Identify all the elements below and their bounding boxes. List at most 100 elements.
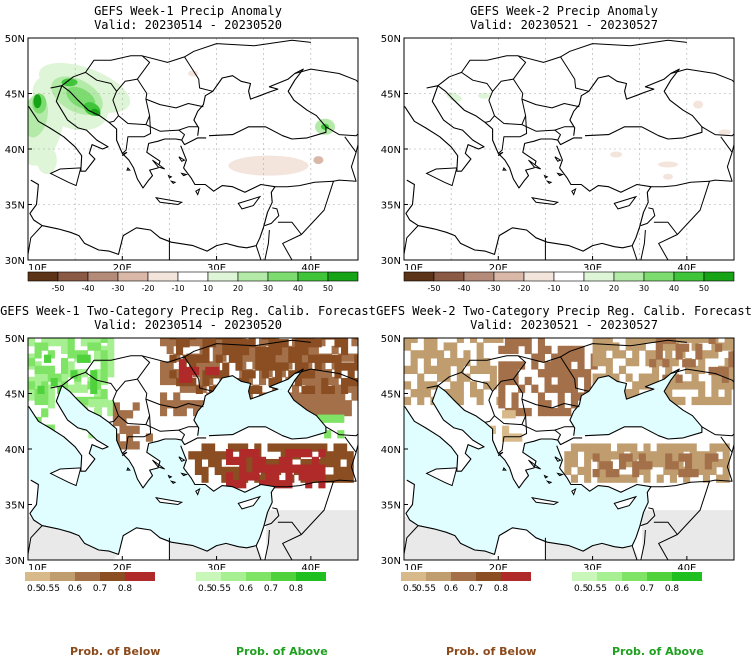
legend-label: 30: [263, 284, 273, 293]
legend-probability: 0.50.55 0.6 0.7 0.8 0.50.55 0.6 0.7 0.8: [401, 572, 702, 594]
legend-label: 10: [579, 284, 589, 293]
panel-week1-two-category: GEFS Week-1 Two-Category Precip Reg. Cal…: [0, 300, 376, 600]
lat-tick-label: 30N: [5, 256, 25, 267]
legend-label: 0.55: [211, 584, 231, 594]
legend-label: -30: [111, 284, 124, 293]
legend-label: 50: [323, 284, 333, 293]
lon-tick-label: 30E: [583, 563, 602, 570]
legend-probability: 0.50.55 0.6 0.7 0.8 0.50.55 0.6 0.7 0.8: [25, 572, 326, 594]
lon-tick-label: 40E: [301, 563, 320, 570]
legend-label: 10: [203, 284, 213, 293]
lon-tick-label: 10E: [28, 563, 47, 570]
legend-swatch: [451, 572, 476, 581]
panel-valid-date: Valid: 20230521 - 20230527: [470, 318, 658, 332]
legend-swatch: [297, 271, 329, 282]
lat-tick-label: 35N: [381, 501, 401, 512]
legend-swatch: [493, 271, 525, 282]
legend-label: 0.7: [264, 584, 278, 594]
lat-tick-label: 30N: [381, 556, 401, 567]
legend-label: 0.8: [665, 584, 680, 594]
lat-tick-label: 40N: [5, 145, 25, 156]
legend-label: -20: [141, 284, 154, 293]
lon-tick-label: 10E: [28, 263, 47, 270]
lat-tick-label: 40N: [381, 145, 401, 156]
panel-valid-date: Valid: 20230514 - 20230520: [94, 18, 282, 32]
legend-swatch: [221, 572, 246, 581]
legend-label: 0.5: [574, 584, 588, 594]
legend-swatch: [672, 572, 697, 581]
legend-swatch: [553, 271, 585, 282]
legend-label: 40: [293, 284, 303, 293]
panel-title: GEFS Week-2 Precip Anomaly: [470, 4, 658, 18]
legend-swatch: [100, 572, 125, 581]
legend-swatch: [117, 271, 149, 282]
legend-swatch: [246, 572, 271, 581]
lat-tick-label: 45N: [381, 390, 401, 401]
legend-label: -10: [171, 284, 184, 293]
legend-swatch: [647, 572, 672, 581]
legend-label: 0.6: [68, 584, 83, 594]
lon-tick-label: 10E: [404, 263, 423, 270]
lat-tick-label: 30N: [5, 556, 25, 567]
panel-week2-two-category: GEFS Week-2 Two-Category Precip Reg. Cal…: [376, 300, 752, 600]
panel-week2-anomaly: GEFS Week-2 Precip Anomaly Valid: 202305…: [376, 0, 752, 300]
legend-label: 0.6: [239, 584, 254, 594]
lon-tick-label: 40E: [677, 263, 696, 270]
legend-swatch: [433, 271, 465, 282]
lon-tick-label: 40E: [301, 263, 320, 270]
legend-label: 0.8: [289, 584, 304, 594]
legend-label: -50: [51, 284, 64, 293]
prob-below-label: Prob. of Below: [446, 645, 537, 658]
legend-swatch: [501, 572, 526, 581]
legend-swatch: [572, 572, 597, 581]
lon-tick-label: 30E: [207, 263, 226, 270]
legend-label: -40: [457, 284, 470, 293]
lon-tick-label: 40E: [677, 563, 696, 570]
legend-swatch: [237, 271, 269, 282]
legend-swatch: [207, 271, 239, 282]
lat-tick-label: 35N: [381, 201, 401, 212]
legend-swatch: [25, 572, 50, 581]
prob-above-label: Prob. of Above: [612, 645, 704, 658]
legend-label: 0.5: [27, 584, 41, 594]
lat-tick-label: 40N: [381, 445, 401, 456]
lat-tick-label: 35N: [5, 501, 25, 512]
panel-week1-anomaly: GEFS Week-1 Precip Anomaly Valid: 202305…: [0, 0, 376, 300]
legend-swatch: [267, 271, 299, 282]
legend-label: -50: [427, 284, 440, 293]
lon-tick-label: 10E: [404, 563, 423, 570]
legend-label: 0.5: [198, 584, 212, 594]
lon-tick-label: 20E: [113, 263, 132, 270]
legend-swatch: [196, 572, 221, 581]
legend-label: 0.6: [615, 584, 630, 594]
panel-valid-date: Valid: 20230521 - 20230527: [470, 18, 658, 32]
panel-title: GEFS Week-2 Two-Category Precip Reg. Cal…: [376, 304, 752, 318]
legend-label: -10: [547, 284, 560, 293]
lon-tick-label: 30E: [207, 563, 226, 570]
legend-label: 0.6: [444, 584, 459, 594]
legend-label: 0.8: [494, 584, 509, 594]
lat-tick-label: 35N: [5, 201, 25, 212]
legend-swatch: [426, 572, 451, 581]
legend-swatch: [177, 271, 209, 282]
lat-tick-label: 30N: [381, 256, 401, 267]
legend-label: 0.55: [40, 584, 60, 594]
legend-swatch: [703, 271, 735, 282]
legend-swatch: [147, 271, 179, 282]
panel-valid-date: Valid: 20230514 - 20230520: [94, 318, 282, 332]
legend-swatch: [476, 572, 501, 581]
legend-anomaly: -50 -40 -30 -20 -10 10 20 30 40 50: [27, 271, 359, 293]
legend-swatch: [57, 271, 89, 282]
panel-title: GEFS Week-1 Two-Category Precip Reg. Cal…: [0, 304, 376, 318]
prob-above-label: Prob. of Above: [236, 645, 328, 658]
legend-label: 20: [609, 284, 619, 293]
lat-tick-label: 45N: [5, 390, 25, 401]
legend-swatch: [597, 572, 622, 581]
legend-swatch: [583, 271, 615, 282]
legend-label: 30: [639, 284, 649, 293]
lat-tick-label: 50N: [381, 34, 401, 45]
